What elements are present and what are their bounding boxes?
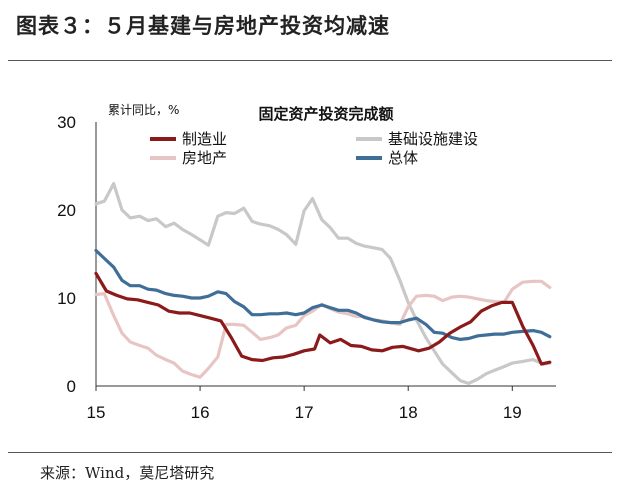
- x-tick-label: 16: [191, 403, 210, 422]
- bottom-rule: [8, 452, 612, 453]
- y-axis-label: 累计同比，%: [108, 103, 179, 117]
- legend-label: 基础设施建设: [388, 130, 478, 148]
- series-line-4: [94, 248, 552, 341]
- source-note: 来源：Wind，莫尼塔研究: [40, 464, 215, 482]
- legend-label: 总体: [388, 149, 418, 167]
- legend-label: 制造业: [182, 130, 227, 148]
- series-line-3: [94, 279, 552, 379]
- y-tick-label: 30: [57, 113, 76, 132]
- figure-title: 图表３：５月基建与房地产投资均减速: [16, 13, 390, 38]
- chart-title: 固定资产投资完成额: [258, 105, 393, 123]
- x-tick-label: 15: [87, 403, 106, 422]
- series-line-2: [94, 182, 552, 385]
- y-tick-label: 0: [67, 377, 76, 396]
- y-tick-label: 10: [57, 289, 76, 308]
- series-line-1: [94, 271, 552, 366]
- x-tick-label: 18: [399, 403, 418, 422]
- y-tick-label: 20: [57, 201, 76, 220]
- legend-label: 房地产: [182, 149, 227, 167]
- x-tick-label: 19: [503, 403, 522, 422]
- x-tick-label: 17: [295, 403, 314, 422]
- top-rule: [8, 60, 612, 61]
